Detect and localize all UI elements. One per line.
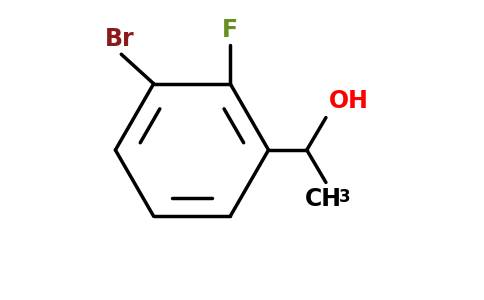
- Text: OH: OH: [329, 89, 369, 113]
- Text: CH: CH: [304, 187, 342, 211]
- Text: Br: Br: [105, 27, 135, 51]
- Text: 3: 3: [339, 188, 351, 206]
- Text: F: F: [222, 19, 238, 43]
